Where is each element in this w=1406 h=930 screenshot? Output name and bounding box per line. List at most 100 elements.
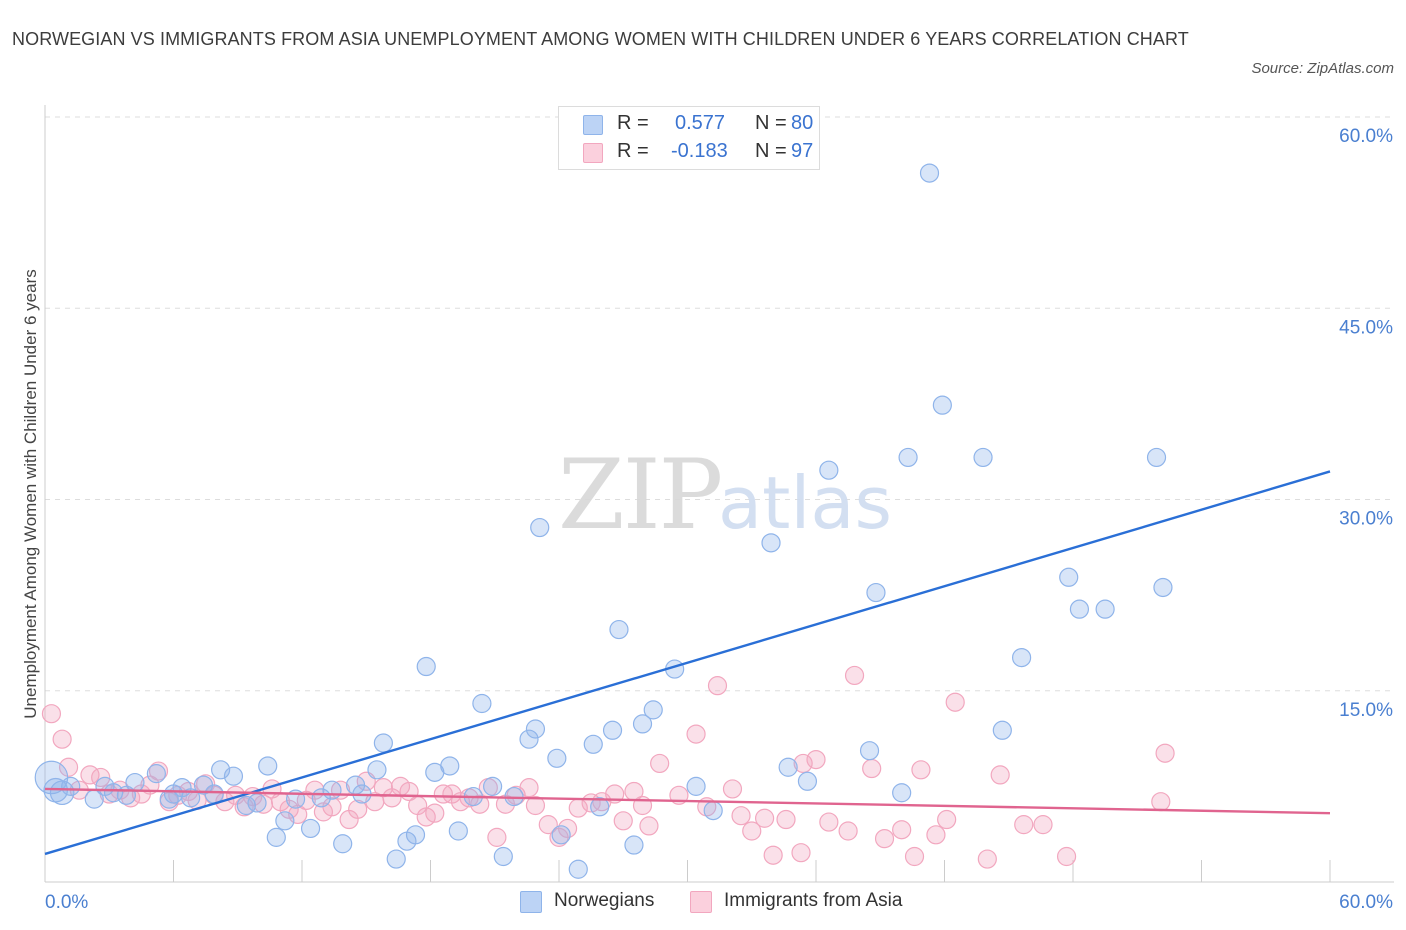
- y-tick-label: 60.0%: [1339, 126, 1393, 147]
- data-point: [686, 776, 706, 796]
- data-point: [1014, 815, 1034, 835]
- data-point: [91, 767, 111, 788]
- data-point: [776, 809, 796, 830]
- data-point: [547, 748, 567, 768]
- data-point: [538, 815, 558, 835]
- y-tick-label: 45.0%: [1339, 317, 1393, 338]
- data-point: [61, 776, 81, 796]
- legend-r-value: -0.183: [671, 140, 728, 162]
- bottom-legend-swatch-immigrants-from-asia: [690, 891, 712, 913]
- data-point: [530, 517, 550, 538]
- data-point: [937, 809, 957, 830]
- data-point: [602, 720, 623, 740]
- data-point: [1069, 599, 1090, 619]
- data-point: [707, 676, 728, 696]
- trend-line-immigrants-from-asia: [44, 787, 1331, 815]
- data-point: [632, 714, 653, 734]
- watermark-atlas: atlas: [718, 461, 892, 545]
- data-point: [266, 827, 286, 847]
- y-tick-label: 30.0%: [1339, 509, 1393, 530]
- data-point: [819, 812, 839, 832]
- legend-r-label: R =: [617, 112, 649, 134]
- data-point: [1151, 792, 1171, 812]
- data-point: [806, 749, 826, 770]
- data-point: [898, 447, 918, 468]
- data-point: [643, 700, 663, 720]
- data-point: [1059, 567, 1079, 587]
- data-point: [405, 825, 426, 845]
- data-point: [791, 843, 811, 863]
- data-point: [639, 816, 659, 836]
- legend-r-label: R =: [617, 140, 649, 162]
- data-point: [686, 724, 706, 744]
- data-point: [52, 729, 72, 749]
- data-point: [624, 835, 644, 855]
- data-point: [367, 760, 387, 780]
- y-axis-label: Unemployment Among Women with Children U…: [21, 269, 40, 718]
- data-point: [859, 741, 880, 761]
- data-point: [990, 765, 1010, 785]
- data-point: [204, 784, 224, 804]
- legend-n-value: 97: [791, 140, 814, 162]
- watermark-zip: ZIP: [558, 439, 721, 551]
- tick-labels: 15.0% 30.0% 45.0% 60.0% 0.0% 60.0%: [45, 126, 1393, 913]
- data-point: [1095, 599, 1115, 619]
- y-tick-label: 15.0%: [1339, 700, 1393, 721]
- data-point: [568, 859, 588, 879]
- data-point: [761, 533, 781, 553]
- data-point: [448, 821, 468, 841]
- legend-r-value: 0.577: [675, 112, 726, 134]
- data-point: [778, 757, 798, 777]
- data-point: [41, 704, 62, 724]
- data-point: [472, 693, 492, 714]
- data-point: [862, 758, 882, 779]
- legend-swatch-norwegians: [583, 115, 603, 135]
- data-point: [904, 846, 925, 867]
- trend-line-norwegians: [44, 470, 1331, 856]
- data-point: [793, 753, 813, 774]
- data-point: [525, 719, 546, 739]
- data-point: [892, 783, 912, 803]
- data-point: [525, 795, 546, 816]
- data-point: [932, 395, 952, 415]
- legend-n-label: N =: [755, 140, 787, 162]
- legend-n-value: 80: [791, 112, 814, 134]
- data-point: [973, 447, 993, 468]
- data-point: [838, 821, 858, 841]
- data-point: [874, 829, 895, 849]
- data-point: [146, 764, 166, 784]
- data-point: [797, 771, 818, 791]
- data-point: [483, 776, 503, 796]
- data-point: [1011, 647, 1032, 668]
- data-point: [945, 692, 965, 712]
- x-tick-label-max: 60.0%: [1339, 892, 1393, 913]
- data-point: [223, 766, 244, 786]
- data-point: [1155, 743, 1175, 763]
- data-point: [487, 827, 507, 847]
- data-point: [609, 619, 629, 640]
- data-point: [493, 846, 513, 867]
- grid-lines: [45, 116, 1394, 692]
- data-point: [919, 163, 940, 183]
- data-point: [742, 821, 762, 841]
- data-point: [551, 825, 571, 845]
- bottom-legend-label-immigrants-from-asia: Immigrants from Asia: [724, 890, 903, 911]
- data-point: [125, 772, 145, 793]
- data-point: [866, 582, 886, 603]
- series-norwegians: [34, 107, 1173, 879]
- data-point: [754, 808, 775, 828]
- data-point: [892, 820, 912, 840]
- data-point: [348, 799, 368, 819]
- watermark: ZIP atlas: [558, 439, 892, 551]
- data-point: [58, 757, 79, 777]
- data-point: [977, 849, 997, 869]
- chart-title: NORWEGIAN VS IMMIGRANTS FROM ASIA UNEMPL…: [12, 29, 1189, 49]
- data-point: [519, 729, 539, 749]
- correlation-legend: R = 0.577 N = 80 R = -0.183 N = 97: [558, 106, 820, 170]
- data-point: [722, 779, 743, 799]
- data-point: [275, 811, 295, 831]
- data-point: [703, 800, 723, 821]
- data-point: [650, 753, 670, 774]
- legend-n-label: N =: [755, 112, 787, 134]
- source-label: Source: ZipAtlas.com: [1251, 60, 1394, 77]
